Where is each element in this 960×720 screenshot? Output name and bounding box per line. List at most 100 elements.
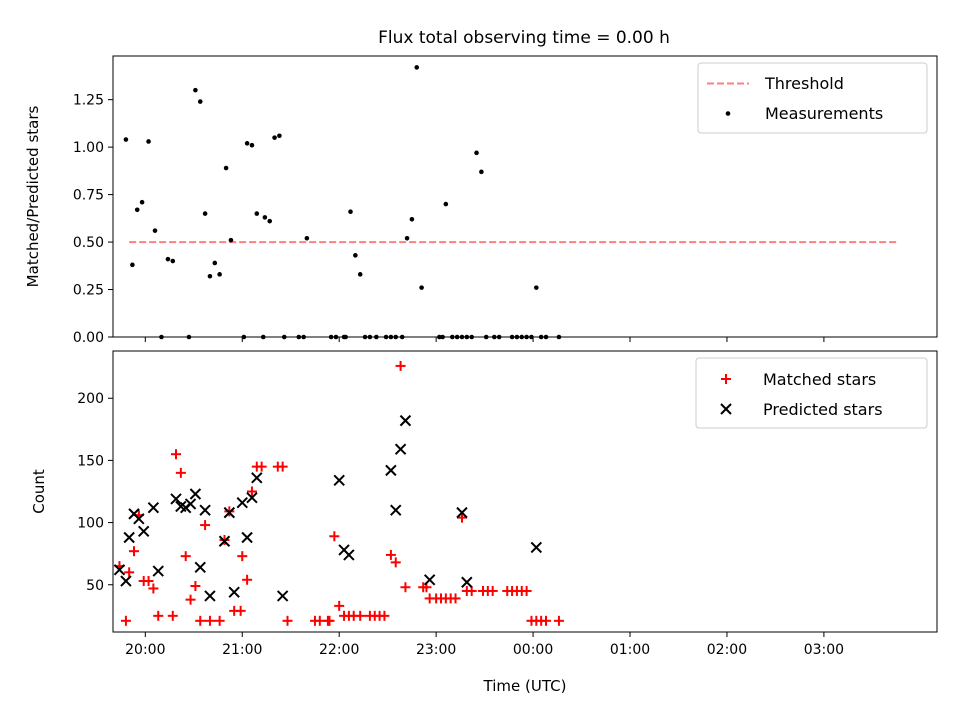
ratio-legend-box: [697, 62, 928, 134]
predicted-star-point: [251, 472, 263, 484]
predicted-star-point: [199, 504, 211, 516]
measurement-point: [228, 237, 234, 243]
matched-star-point: [390, 557, 401, 568]
predicted-star-point: [343, 549, 355, 561]
matched-star-point: [282, 615, 293, 626]
predicted-star-point: [399, 414, 412, 427]
measurement-point: [404, 235, 410, 241]
predicted-star-point: [137, 525, 150, 537]
legend-threshold-label: Threshold: [764, 74, 844, 93]
predicted-star-point: [385, 464, 397, 477]
predicted-star-point: [276, 590, 289, 602]
matched-star-point: [242, 574, 253, 585]
count-y-axis-label: Count: [30, 469, 48, 514]
ratio-axes: 0.00 0.25 0.50 0.75 1.00 1.25: [73, 93, 825, 346]
ratio-axes-frame: [112, 55, 938, 338]
measurement-point: [353, 253, 358, 258]
measurement-point: [217, 272, 222, 277]
measurement-point: [443, 201, 449, 207]
matched-star-point: [204, 615, 215, 626]
matched-star-point: [541, 615, 552, 626]
ratio-y-tick-label: 0.25: [73, 283, 104, 299]
measurement-point: [244, 141, 250, 146]
matched-star-point: [171, 449, 182, 460]
count-x-axis-label: Time (UTC): [483, 677, 567, 695]
predicted-star-point: [236, 496, 248, 509]
legend-predicted-swatch: [720, 403, 732, 415]
legend-matched-label: Matched stars: [763, 370, 876, 389]
predicted-star-point: [456, 506, 468, 519]
count-x-tick-label: 23:00: [416, 642, 456, 658]
measurement-point: [357, 272, 363, 277]
ratio-y-axis-label: Matched/Predicted stars: [24, 106, 42, 288]
measurement-point: [272, 135, 277, 140]
matched-star-point: [456, 512, 467, 523]
predicted-star-point: [194, 561, 206, 574]
matched-star-point: [355, 610, 366, 621]
count-x-tick-label: 21:00: [222, 642, 262, 658]
count-x-tick-label: 03:00: [804, 642, 844, 658]
measurement-point: [277, 133, 282, 139]
count-plot-area: [113, 360, 564, 626]
legend-predicted-label: Predicted stars: [763, 400, 883, 419]
matched-star-point: [385, 549, 396, 560]
measurement-point: [249, 142, 255, 148]
measurement-point: [139, 199, 145, 205]
measurement-point: [534, 285, 539, 290]
measurement-point: [479, 169, 484, 175]
measurement-point: [123, 137, 129, 142]
count-panel: 50 100 150 200 20:00 21:00 22:00 23:00 00:00 01:0…: [30, 350, 938, 695]
matched-star-point: [129, 546, 140, 557]
measurement-point: [348, 209, 353, 214]
measurement-point: [409, 216, 415, 222]
measurement-point: [419, 285, 424, 290]
predicted-star-point: [189, 488, 202, 500]
ratio-y-tick-label: 1.25: [73, 93, 104, 109]
matched-star-point: [450, 593, 461, 604]
measurement-point: [207, 273, 213, 279]
matched-star-point: [256, 461, 267, 472]
count-x-tick-label: 02:00: [707, 642, 747, 658]
predicted-star-point: [170, 493, 182, 505]
measurement-point: [267, 218, 273, 224]
matched-star-point: [185, 594, 196, 605]
count-x-tick-label: 20:00: [125, 642, 165, 658]
matched-star-point: [329, 531, 340, 542]
count-x-tick-label: 00:00: [513, 642, 553, 658]
predicted-star-point: [333, 474, 345, 487]
count-axes-frame: [112, 350, 938, 633]
count-x-tick-label: 01:00: [610, 642, 650, 658]
legend-measurements-label: Measurements: [765, 104, 883, 123]
predicted-star-point: [228, 586, 240, 598]
measurement-point: [197, 99, 203, 104]
matched-star-point: [395, 360, 406, 371]
matched-star-point: [237, 551, 248, 562]
matched-star-point: [553, 615, 564, 626]
predicted-star-point: [530, 541, 543, 554]
predicted-star-point: [223, 506, 236, 519]
matched-star-point: [246, 486, 257, 497]
predicted-star-point: [423, 574, 436, 586]
matched-star-point: [214, 615, 225, 626]
matched-star-point: [180, 551, 191, 562]
matched-star-point: [334, 600, 345, 611]
measurement-point: [152, 228, 158, 233]
ratio-plot-area: [123, 65, 897, 340]
measurement-point: [130, 262, 135, 268]
measurement-point: [414, 65, 420, 70]
predicted-star-point: [120, 575, 132, 587]
matched-star-point: [175, 467, 186, 478]
matched-star-point: [379, 610, 390, 621]
measurement-point: [165, 256, 171, 262]
predicted-star-point: [147, 501, 160, 514]
measurement-point: [304, 235, 310, 241]
count-y-tick-label: 50: [86, 578, 104, 594]
matched-star-point: [153, 610, 164, 621]
predicted-star-point: [152, 565, 164, 577]
count-y-tick-label: 100: [77, 516, 104, 532]
predicted-star-point: [133, 513, 145, 525]
count-legend-box: [695, 357, 928, 429]
count-x-tick-label: 22:00: [319, 642, 359, 658]
count-legend: Matched stars Predicted stars: [695, 357, 928, 429]
measurement-point: [254, 211, 260, 216]
